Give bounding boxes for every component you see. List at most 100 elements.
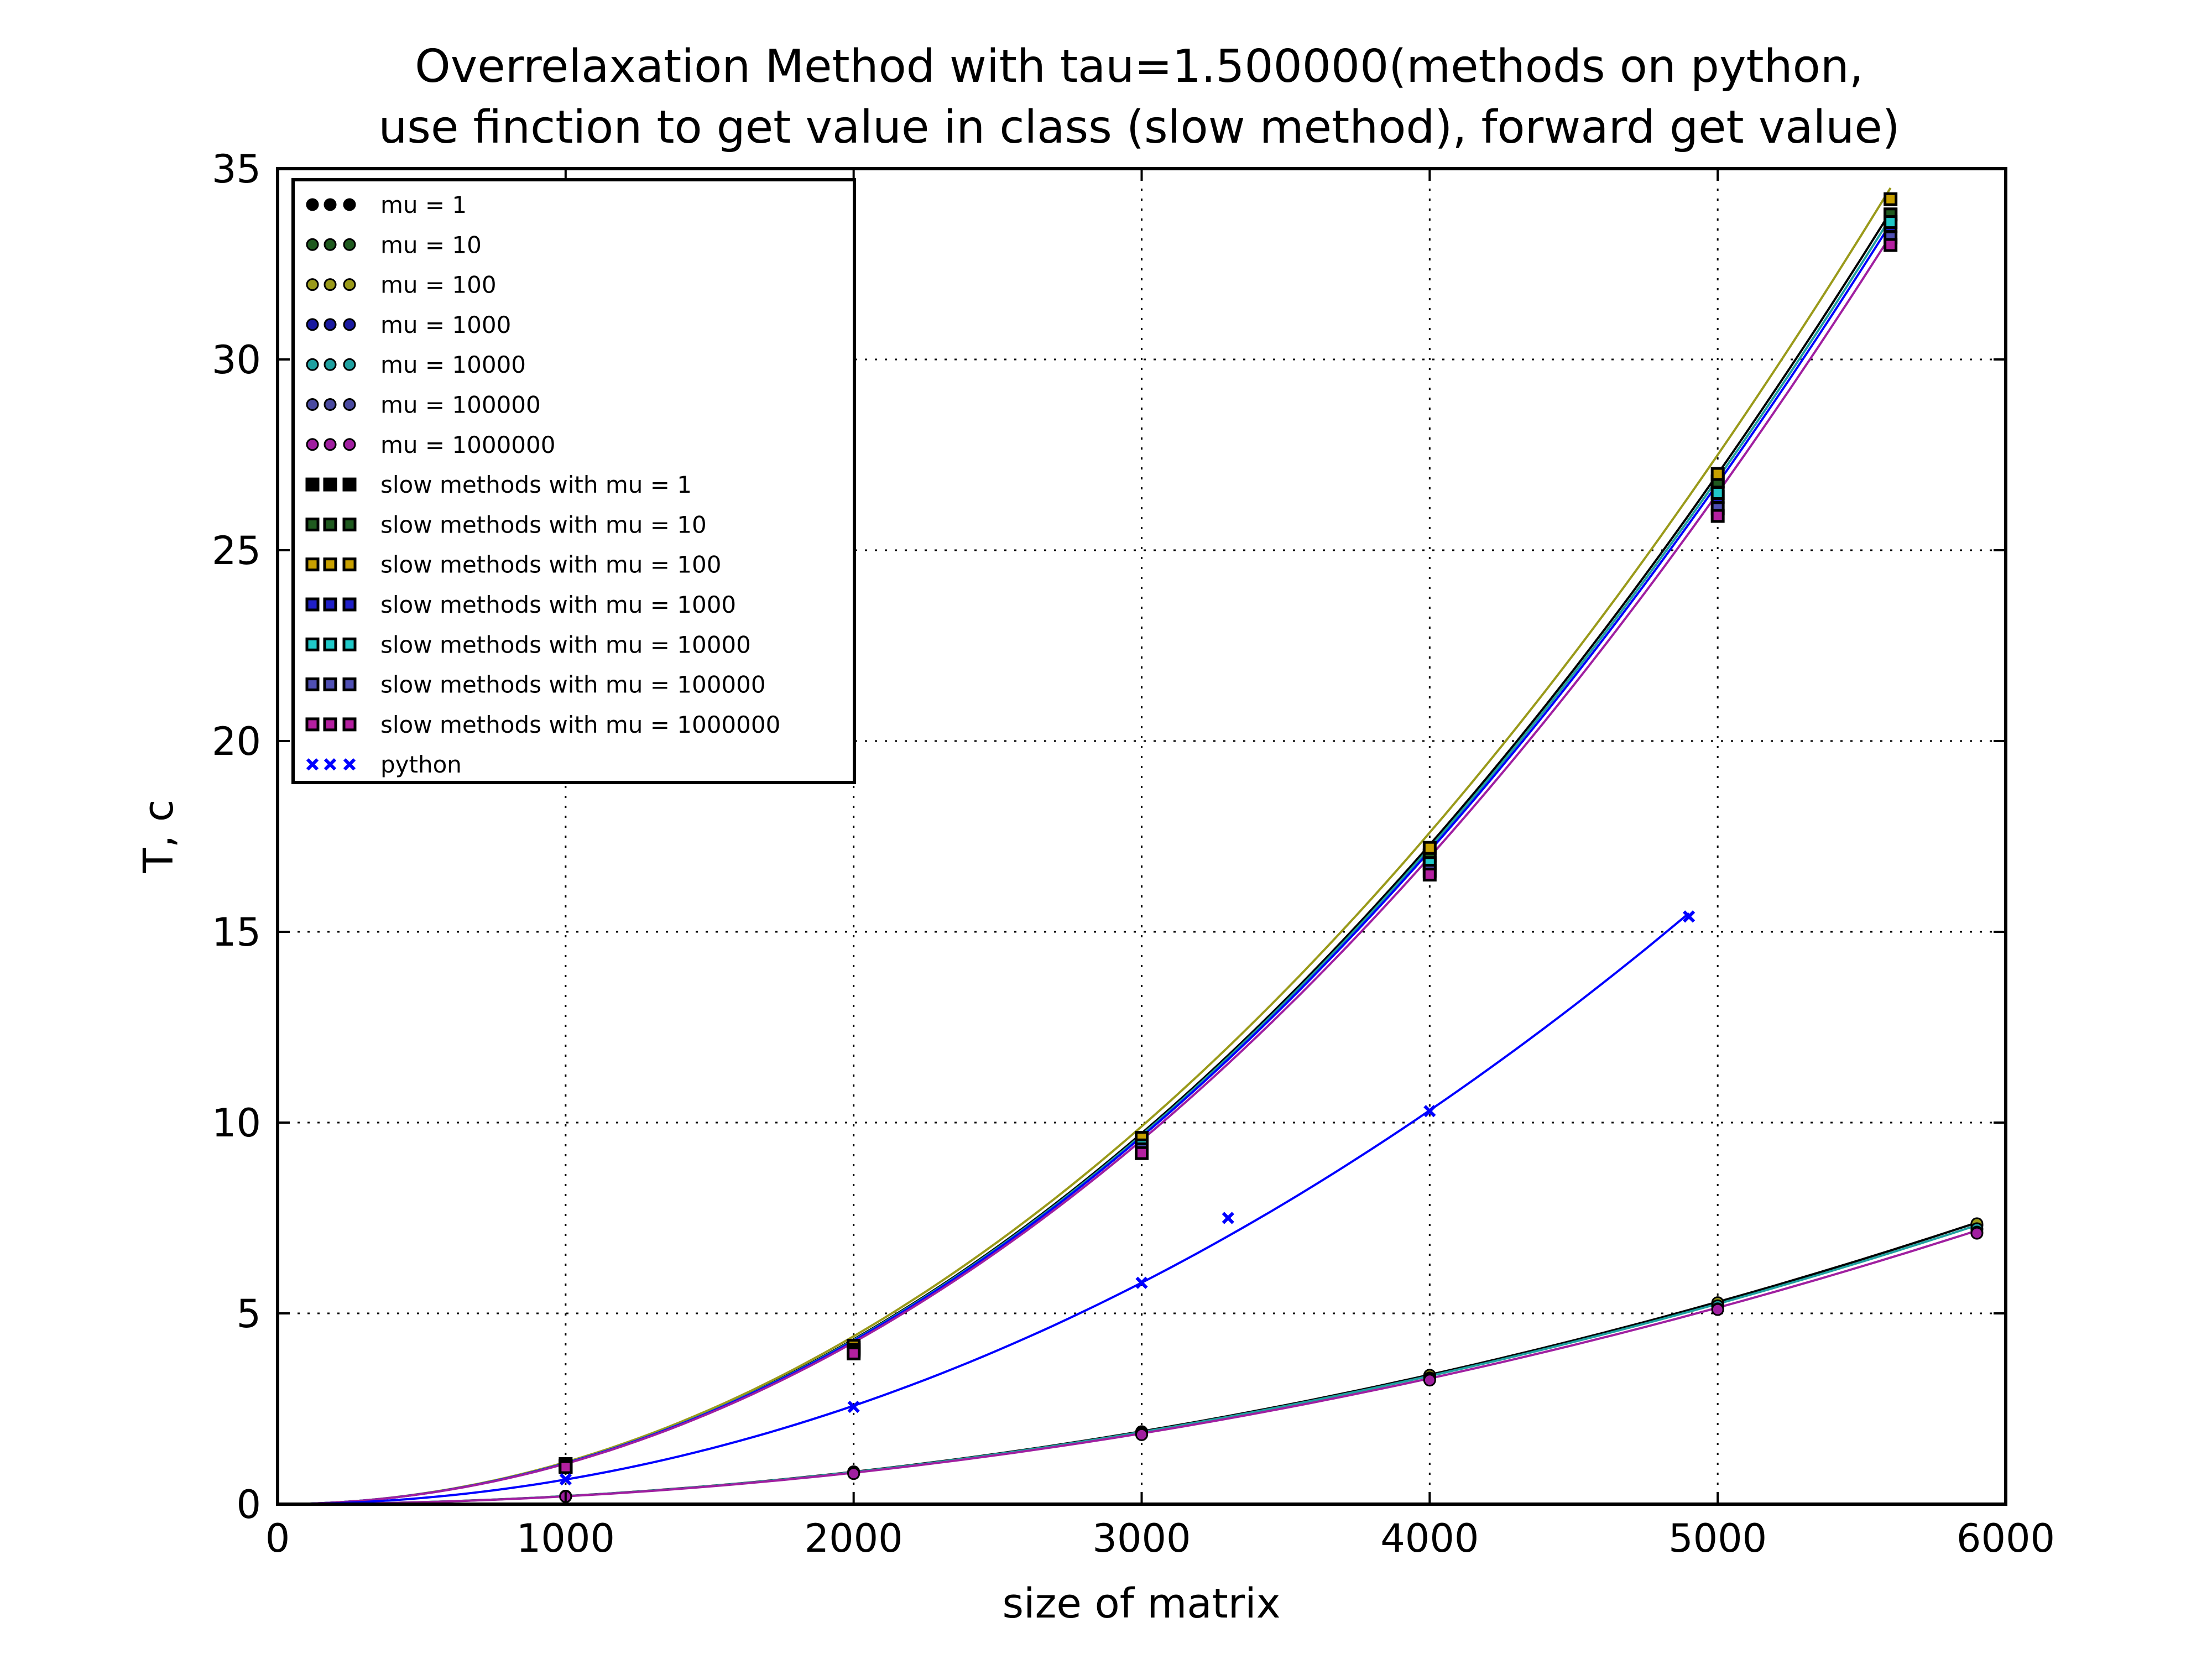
- legend-label: python: [380, 751, 462, 778]
- data-point: [343, 358, 356, 371]
- legend-label: mu = 10: [380, 231, 482, 258]
- legend-item: mu = 1: [306, 191, 467, 218]
- x-tick-label: 6000: [1957, 1516, 2055, 1561]
- legend-label: mu = 100: [380, 272, 497, 299]
- legend-label: slow methods with mu = 1000: [380, 591, 736, 618]
- series-points: [559, 238, 1898, 1474]
- fit-curve: [306, 912, 1690, 1505]
- data-point: [324, 438, 337, 451]
- data-point: [343, 278, 356, 291]
- data-point: [305, 637, 320, 651]
- data-point: [305, 597, 320, 612]
- data-point: [343, 758, 356, 771]
- data-point: [306, 318, 319, 331]
- legend-item: mu = 10: [306, 231, 482, 258]
- legend-label: mu = 10000: [380, 351, 526, 378]
- legend-label: mu = 100000: [380, 392, 541, 419]
- data-point: [342, 477, 357, 492]
- data-point: [342, 517, 357, 531]
- legend-item: slow methods with mu = 10000: [305, 631, 751, 658]
- grid: [278, 169, 2006, 1504]
- data-point: [1970, 1227, 1984, 1240]
- y-tick-label: 20: [212, 719, 261, 764]
- x-tick-label: 1000: [517, 1516, 615, 1561]
- data-point: [323, 557, 337, 572]
- data-point: [305, 517, 320, 531]
- series-points: [559, 1217, 1984, 1503]
- legend: mu = 1 mu = 10 mu = 100 mu = 1000 mu = 10000…: [291, 178, 856, 784]
- legend-item: slow methods with mu = 1000000: [305, 711, 780, 738]
- data-point: [306, 238, 319, 251]
- data-point: [324, 398, 337, 411]
- data-point: [559, 1473, 572, 1486]
- data-point: [1682, 910, 1695, 923]
- data-point: [343, 438, 356, 451]
- series-points: [559, 1219, 1984, 1503]
- data-point: [305, 477, 320, 492]
- data-point: [323, 637, 337, 651]
- series-points: [559, 1222, 1984, 1503]
- data-point: [1884, 192, 1898, 206]
- series-points: [559, 910, 1695, 1486]
- data-point: [342, 637, 357, 651]
- data-point: [324, 238, 337, 251]
- data-point: [324, 358, 337, 371]
- data-point: [324, 198, 337, 211]
- data-point: [324, 278, 337, 291]
- x-tick-label: 2000: [805, 1516, 903, 1561]
- x-tick-label: 3000: [1092, 1516, 1191, 1561]
- legend-item: python: [306, 751, 462, 778]
- y-tick-label: 25: [212, 528, 261, 573]
- legend-item: mu = 100: [306, 272, 497, 299]
- series-points: [559, 1227, 1984, 1503]
- data-point: [559, 1460, 573, 1474]
- data-points: [559, 192, 1984, 1503]
- data-point: [1422, 868, 1437, 881]
- data-point: [305, 677, 320, 692]
- data-point: [324, 758, 337, 771]
- data-point: [847, 1400, 860, 1413]
- legend-label: mu = 1000: [380, 311, 511, 338]
- chart-title-line-1: Overrelaxation Method with tau=1.500000(…: [415, 40, 1864, 93]
- legend-label: slow methods with mu = 100000: [380, 671, 766, 698]
- legend-item: slow methods with mu = 10: [305, 511, 707, 538]
- y-tick-label: 0: [236, 1482, 261, 1527]
- legend-label: slow methods with mu = 1: [380, 471, 692, 498]
- data-point: [323, 677, 337, 692]
- data-point: [306, 358, 319, 371]
- data-point: [847, 1467, 860, 1480]
- legend-item: slow methods with mu = 100000: [305, 671, 766, 698]
- data-point: [305, 717, 320, 732]
- data-point: [342, 597, 357, 612]
- data-point: [1884, 238, 1898, 252]
- y-axis-label: T, c: [135, 800, 182, 874]
- data-point: [1422, 841, 1437, 855]
- data-point: [1884, 215, 1898, 229]
- x-tick-label: 4000: [1380, 1516, 1479, 1561]
- fit-lines: [306, 187, 1978, 1505]
- data-point: [847, 1346, 861, 1360]
- data-point: [323, 597, 337, 612]
- data-point: [1710, 486, 1725, 500]
- legend-label: slow methods with mu = 10000: [380, 631, 751, 658]
- data-point: [306, 758, 319, 771]
- data-point: [1222, 1212, 1234, 1224]
- data-point: [1710, 509, 1725, 523]
- data-point: [306, 438, 319, 451]
- data-point: [342, 677, 357, 692]
- data-point: [1423, 1105, 1436, 1118]
- data-point: [323, 477, 337, 492]
- data-point: [305, 557, 320, 572]
- data-point: [343, 318, 356, 331]
- data-point: [1423, 1374, 1436, 1387]
- data-point: [324, 318, 337, 331]
- legend-label: slow methods with mu = 10: [380, 511, 707, 538]
- data-point: [323, 717, 337, 732]
- data-point: [1710, 467, 1725, 481]
- chart-title: Overrelaxation Method with tau=1.500000(…: [378, 40, 1900, 154]
- x-axis-label: size of matrix: [1002, 1580, 1280, 1627]
- data-point: [342, 717, 357, 732]
- data-point: [1711, 1303, 1724, 1316]
- legend-label: mu = 1: [380, 191, 467, 218]
